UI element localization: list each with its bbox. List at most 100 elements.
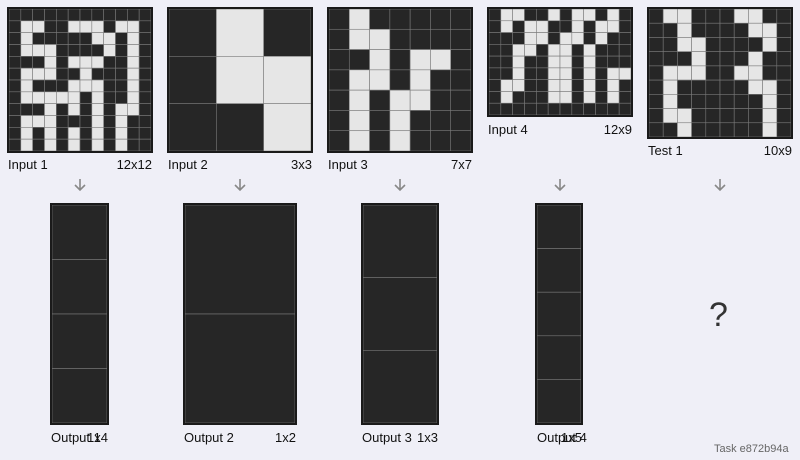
grid-cell-black [489, 102, 502, 115]
grid-cell-white [748, 51, 763, 67]
grid-cell-white [762, 108, 778, 124]
grid-cell-black [430, 28, 452, 50]
unknown-output-mark: ? [709, 296, 728, 334]
grid-cell-white [733, 9, 749, 24]
grid-cell-black [719, 51, 735, 67]
output-label-2: Output 2 [184, 430, 234, 445]
grid-cell-white [103, 44, 116, 57]
grid-cell-white [369, 49, 391, 71]
output-label-4: Output 4 [537, 430, 587, 445]
grid-cell-white [91, 56, 104, 69]
input-size-4: 12x9 [603, 122, 632, 137]
grid-cell-white [127, 32, 140, 45]
grid-cell-white [547, 91, 561, 104]
grid-cell-black [649, 51, 664, 67]
grid-cell-black [409, 28, 431, 50]
grid-cell-black [776, 122, 791, 137]
output-label-1: Output 1 [51, 430, 101, 445]
grid-cell-black [9, 32, 22, 45]
grid-cell-white [430, 49, 452, 71]
grid-cell-black [430, 130, 452, 151]
grid-cell-black [691, 22, 707, 38]
grid-cell-black [536, 44, 549, 57]
grid-cell-black [547, 20, 561, 33]
grid-cell-black [537, 205, 581, 249]
grid-cell-black [677, 51, 692, 67]
grid-cell-black [500, 32, 513, 45]
grid-cell-black [489, 20, 502, 33]
grid-cell-black [719, 94, 735, 109]
grid-cell-black [537, 291, 581, 337]
grid-cells [537, 205, 581, 423]
grid-cell-black [489, 55, 502, 69]
grid-cell-black [595, 102, 608, 115]
grid-cell-white [512, 79, 525, 92]
arrow-down-icon [234, 179, 246, 192]
grid-cell-black [607, 55, 620, 69]
grid-cell-white [595, 32, 608, 45]
grid-cell-white [662, 65, 678, 81]
grid-cell-white [607, 67, 620, 80]
grid-cell-black [618, 91, 631, 104]
grid-cell-black [56, 20, 69, 33]
grid-cell-black [733, 79, 749, 95]
grid-cell-white [67, 103, 81, 116]
grid-cell-black [20, 103, 33, 116]
grid-cell-white [677, 122, 692, 137]
grid-cell-black [79, 127, 93, 140]
grid-cell-white [32, 44, 45, 57]
grid-cell-black [512, 32, 525, 45]
grid-cell-white [79, 79, 93, 93]
grid-cell-white [79, 56, 93, 69]
grid-cell-black [9, 91, 22, 104]
grid-cell-black [524, 79, 537, 92]
grid-cell-black [662, 37, 678, 52]
grid-cell-black [559, 102, 573, 115]
grid-cell-white [20, 127, 33, 140]
grid-cell-white [348, 89, 370, 111]
grid-cell-black [56, 138, 69, 151]
grid-cell-black [524, 67, 537, 80]
input-size-1: 12x12 [116, 157, 152, 172]
grid-cell-black [56, 115, 69, 128]
grid-cell-black [618, 55, 631, 69]
grid-cell-black [79, 9, 93, 22]
grid-cell-black [733, 37, 749, 52]
grid-cell-white [127, 91, 140, 104]
grid-cell-white [32, 115, 45, 128]
input-grid-1 [7, 7, 153, 153]
grid-cell-black [369, 110, 391, 132]
grid-cell-black [263, 9, 311, 57]
output-size-3: 1x3 [417, 430, 438, 445]
grid-cell-white [762, 122, 778, 137]
grid-cell-white [91, 91, 104, 104]
grid-cell-white [127, 56, 140, 69]
test-label: Test 1 [648, 143, 683, 158]
grid-cell-white [79, 67, 93, 81]
grid-cells [363, 205, 437, 423]
grid-cell-black [56, 79, 69, 93]
grid-cell-black [500, 55, 513, 69]
grid-cell-white [500, 91, 513, 104]
grid-cell-black [536, 102, 549, 115]
grid-cell-black [500, 67, 513, 80]
grid-cell-black [138, 138, 151, 151]
grid-cell-black [9, 67, 22, 81]
grid-cell-white [20, 67, 33, 81]
grid-cell-black [450, 69, 471, 91]
grid-cell-black [138, 56, 151, 69]
grid-cell-black [79, 44, 93, 57]
grid-cell-black [9, 56, 22, 69]
grid-cell-black [409, 110, 431, 132]
grid-cell-black [677, 94, 692, 109]
grid-cell-black [536, 67, 549, 80]
grid-cell-black [524, 102, 537, 115]
grid-cell-white [127, 67, 140, 81]
grid-cell-black [719, 108, 735, 124]
grid-cell-black [571, 55, 584, 69]
grid-cell-black [762, 51, 778, 67]
grid-cell-black [719, 122, 735, 137]
grid-cell-black [450, 130, 471, 151]
grid-cell-white [20, 32, 33, 45]
grid-cell-black [127, 115, 140, 128]
